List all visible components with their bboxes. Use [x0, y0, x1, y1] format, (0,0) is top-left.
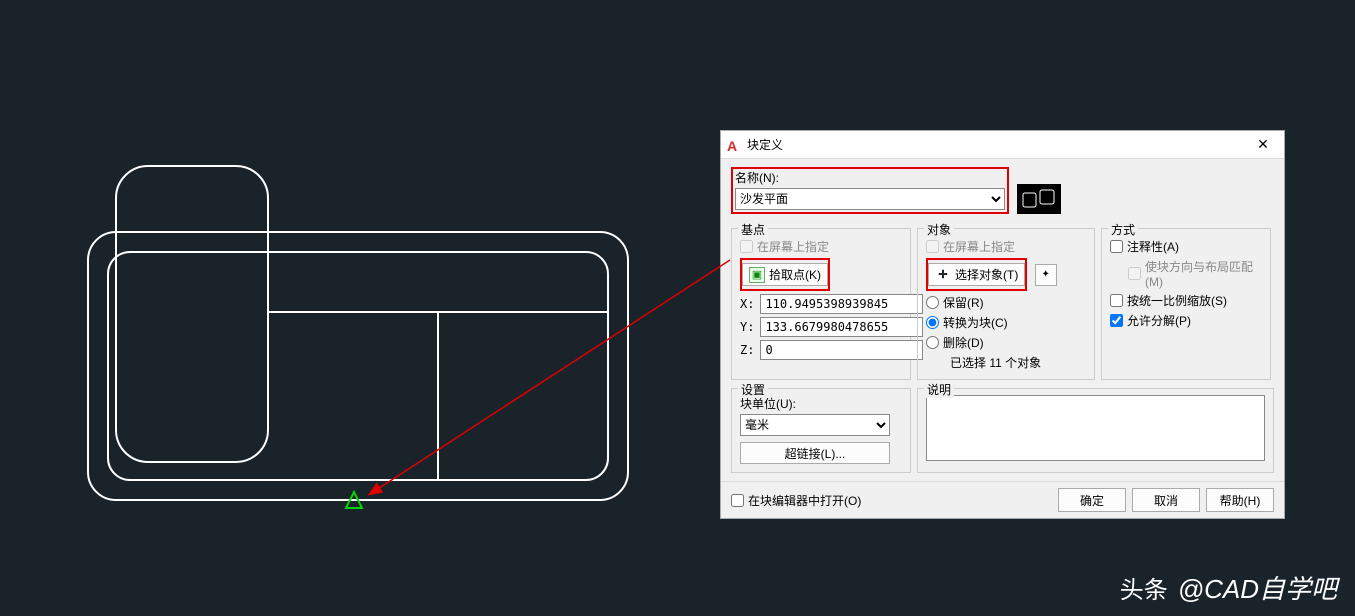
dialog-titlebar[interactable]: A 块定义 ✕: [721, 131, 1284, 159]
annotative-label: 注释性(A): [1127, 238, 1179, 255]
allow-explode-label: 允许分解(P): [1127, 312, 1191, 329]
basepoint-onscreen-checkbox: [740, 240, 753, 253]
scale-uniform-label: 按统一比例缩放(S): [1127, 292, 1227, 309]
basepoint-onscreen-label: 在屏幕上指定: [757, 238, 829, 255]
quick-select-button[interactable]: ✦: [1035, 264, 1057, 286]
mode-group: 方式 注释性(A) 使块方向与布局匹配(M) 按统一比例缩放(S) 允许分解(P…: [1101, 228, 1271, 380]
toutiao-logo-icon: 头条: [1120, 570, 1168, 605]
cancel-button[interactable]: 取消: [1132, 488, 1200, 512]
pick-point-icon: ▣: [749, 267, 765, 283]
orient-layout-label: 使块方向与布局匹配(M): [1145, 258, 1262, 289]
select-objects-button[interactable]: ✛ 选择对象(T): [928, 263, 1025, 286]
y-input[interactable]: [760, 317, 923, 337]
x-input[interactable]: [760, 294, 923, 314]
open-in-editor-label: 在块编辑器中打开(O): [748, 492, 861, 509]
objects-onscreen-label: 在屏幕上指定: [943, 238, 1015, 255]
objects-onscreen-checkbox: [926, 240, 939, 253]
watermark-text: @CAD自学吧: [1178, 569, 1337, 606]
open-in-editor-checkbox[interactable]: [731, 494, 744, 507]
retain-label: 保留(R): [943, 294, 984, 311]
ok-button[interactable]: 确定: [1058, 488, 1126, 512]
close-icon[interactable]: ✕: [1248, 136, 1278, 153]
description-textarea[interactable]: [926, 395, 1265, 461]
watermark: 头条 @CAD自学吧: [1120, 569, 1337, 606]
convert-radio[interactable]: [926, 316, 939, 329]
y-label: Y:: [740, 320, 754, 334]
hyperlink-button[interactable]: 超链接(L)...: [740, 442, 890, 464]
select-objects-icon: ✛: [935, 267, 951, 283]
x-label: X:: [740, 297, 754, 311]
description-group: 说明: [917, 388, 1274, 473]
annotative-checkbox[interactable]: [1110, 240, 1123, 253]
z-input[interactable]: [760, 340, 923, 360]
help-button[interactable]: 帮助(H): [1206, 488, 1274, 512]
objects-group: 对象 在屏幕上指定 ✛ 选择对象(T) ✦ 保留(R): [917, 228, 1095, 380]
settings-group: 设置 块单位(U): 毫米 超链接(L)...: [731, 388, 911, 473]
delete-radio[interactable]: [926, 336, 939, 349]
block-definition-dialog: A 块定义 ✕ 名称(N): 沙发平面: [720, 130, 1285, 519]
retain-radio[interactable]: [926, 296, 939, 309]
orient-layout-checkbox: [1128, 267, 1141, 280]
unit-select[interactable]: 毫米: [740, 414, 890, 436]
delete-label: 删除(D): [943, 334, 984, 351]
block-preview-icon: [1017, 184, 1061, 214]
pick-point-button[interactable]: ▣ 拾取点(K): [742, 263, 828, 286]
scale-uniform-checkbox[interactable]: [1110, 294, 1123, 307]
z-label: Z:: [740, 343, 754, 357]
block-name-select[interactable]: 沙发平面: [735, 188, 1005, 210]
selected-count-label: 已选择 11 个对象: [950, 354, 1086, 371]
allow-explode-checkbox[interactable]: [1110, 314, 1123, 327]
convert-label: 转换为块(C): [943, 314, 1008, 331]
dialog-title: 块定义: [747, 136, 1248, 153]
app-logo-icon: A: [727, 138, 741, 152]
block-name-label: 名称(N):: [735, 169, 1005, 186]
base-point-group: 基点 在屏幕上指定 ▣ 拾取点(K) X: Y:: [731, 228, 911, 380]
